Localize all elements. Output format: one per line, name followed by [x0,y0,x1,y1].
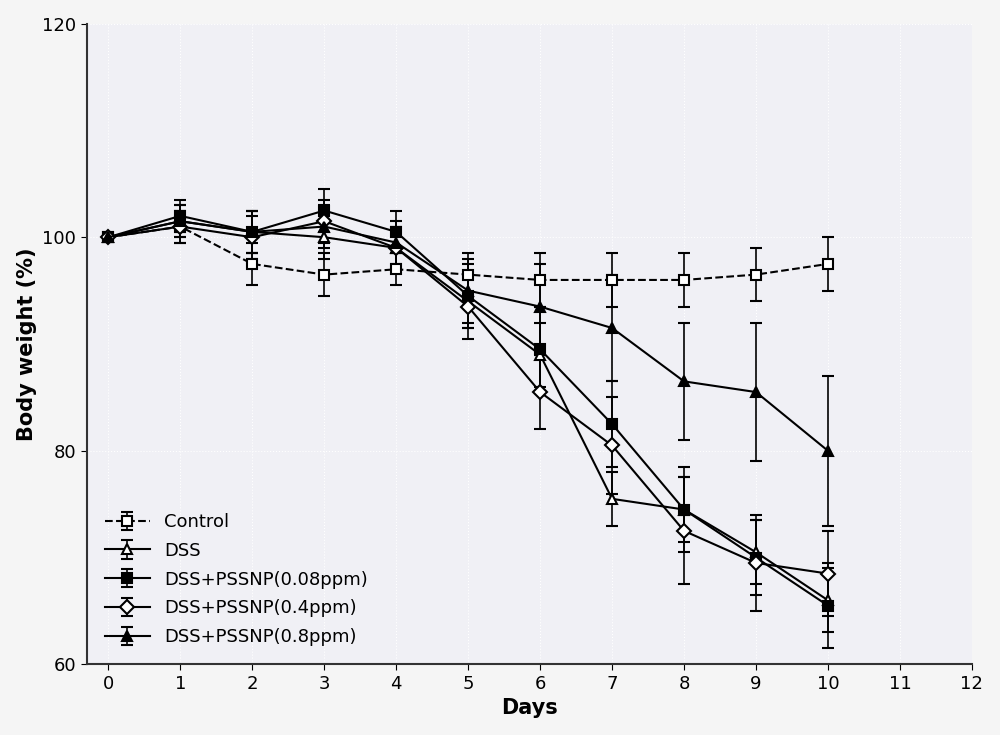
X-axis label: Days: Days [501,698,558,718]
Legend: Control, DSS, DSS+PSSNP(0.08ppm), DSS+PSSNP(0.4ppm), DSS+PSSNP(0.8ppm): Control, DSS, DSS+PSSNP(0.08ppm), DSS+PS… [96,504,377,656]
Y-axis label: Body weight (%): Body weight (%) [17,247,37,441]
